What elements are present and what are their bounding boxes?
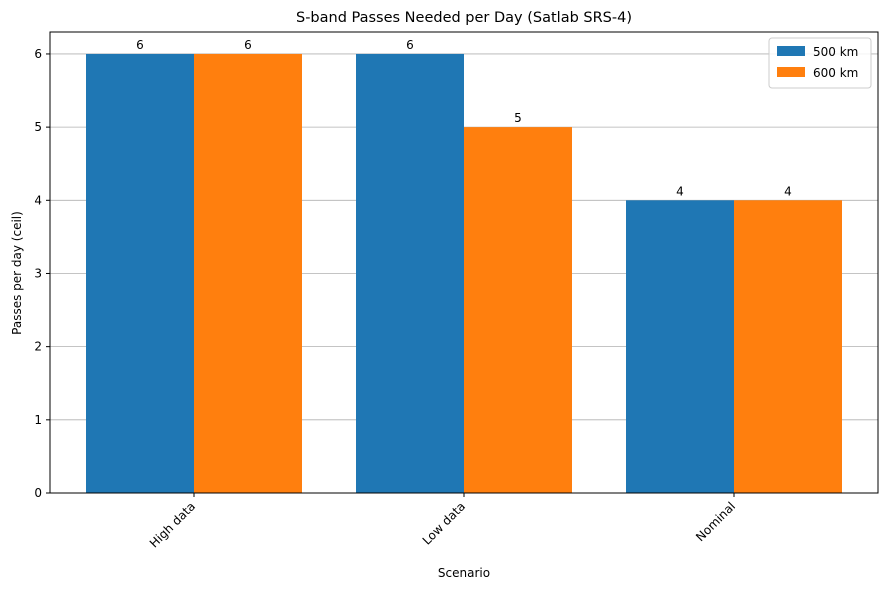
bar-value-label: 6 — [406, 38, 414, 52]
bar-value-label: 6 — [244, 38, 252, 52]
legend-label: 600 km — [813, 66, 858, 80]
bar-value-label: 6 — [136, 38, 144, 52]
x-axis-ticks: High data Low data Nominal — [147, 493, 738, 550]
bars — [86, 53, 842, 494]
y-tick-label: 6 — [34, 47, 42, 61]
legend-swatch — [777, 46, 805, 56]
legend: 500 km 600 km — [768, 37, 872, 89]
x-axis-label: Scenario — [438, 566, 490, 580]
y-axis-ticks: 0 1 2 3 4 5 6 — [34, 47, 50, 500]
bar-500-km-high-data — [86, 53, 194, 493]
bar-600-km-nominal — [734, 200, 842, 494]
legend-label: 500 km — [813, 45, 858, 59]
x-tick-label: Low data — [420, 499, 468, 547]
bar-value-label: 4 — [784, 184, 792, 198]
legend-swatch — [777, 67, 805, 77]
bar-500-km-low-data — [356, 53, 464, 493]
y-tick-label: 1 — [34, 413, 42, 427]
y-tick-label: 2 — [34, 340, 42, 354]
x-tick-label: High data — [147, 499, 198, 550]
y-axis-label: Passes per day (ceil) — [10, 211, 24, 335]
y-tick-label: 3 — [34, 266, 42, 280]
bar-value-label: 4 — [676, 184, 684, 198]
x-tick-label: Nominal — [693, 499, 738, 544]
bar-value-label: 5 — [514, 111, 522, 125]
bar-600-km-high-data — [194, 53, 302, 493]
y-tick-label: 4 — [34, 193, 42, 207]
chart-title: S-band Passes Needed per Day (Satlab SRS… — [296, 10, 632, 26]
y-tick-label: 5 — [34, 120, 42, 134]
bar-600-km-low-data — [464, 127, 572, 493]
data-labels: 6 6 6 5 4 4 — [136, 38, 792, 198]
bar-500-km-nominal — [626, 200, 734, 494]
y-tick-label: 0 — [34, 486, 42, 500]
